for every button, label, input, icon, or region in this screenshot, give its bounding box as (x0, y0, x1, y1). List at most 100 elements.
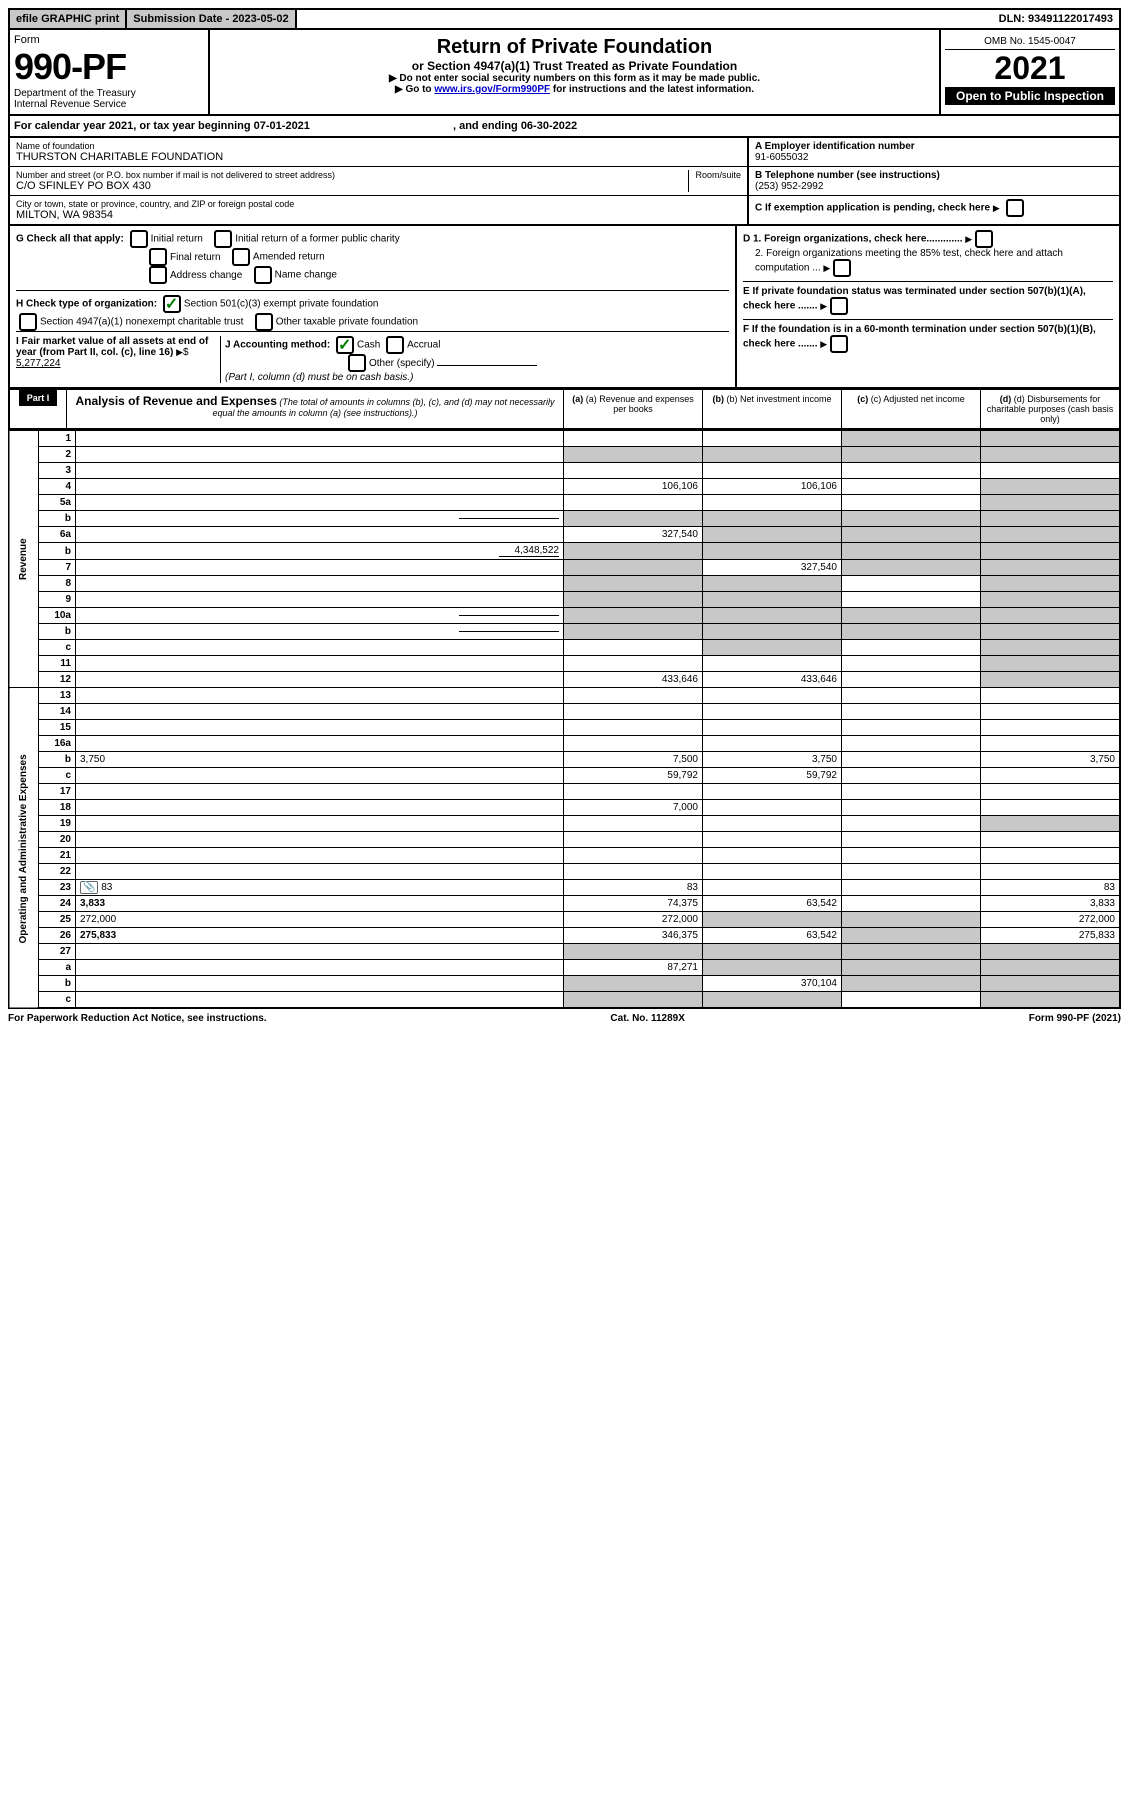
table-row: b370,104 (9, 976, 1120, 992)
row-desc (76, 736, 564, 752)
table-row: 14 (9, 704, 1120, 720)
row-desc (76, 672, 564, 688)
row-desc (76, 560, 564, 576)
header-right: OMB No. 1545-0047 2021 Open to Public In… (941, 30, 1119, 114)
g-amended-checkbox[interactable] (232, 248, 250, 266)
g-opt-2: Final return (170, 252, 221, 263)
cell-a (564, 832, 703, 848)
cell-b (703, 511, 842, 527)
table-row: 7327,540 (9, 560, 1120, 576)
cell-c (842, 672, 981, 688)
cell-b (703, 880, 842, 896)
e-checkbox[interactable] (830, 297, 848, 315)
cell-d (981, 784, 1121, 800)
col-b-text: (b) Net investment income (726, 394, 831, 404)
row-desc: 3,750 (76, 752, 564, 768)
table-row: 8 (9, 576, 1120, 592)
cell-c (842, 928, 981, 944)
part-title: Analysis of Revenue and Expenses (75, 394, 276, 408)
g-final-checkbox[interactable] (149, 248, 167, 266)
cell-d: 3,833 (981, 896, 1121, 912)
cell-a (564, 624, 703, 640)
h-other-checkbox[interactable] (255, 313, 273, 331)
row-number: 24 (39, 896, 76, 912)
h-501c3-checkbox[interactable] (163, 295, 181, 313)
g-name-checkbox[interactable] (254, 266, 272, 284)
cell-a (564, 992, 703, 1009)
table-row: 26275,833346,37563,542275,833 (9, 928, 1120, 944)
row-number: 25 (39, 912, 76, 928)
row-desc (76, 511, 564, 527)
cell-a: 346,375 (564, 928, 703, 944)
table-row: b (9, 511, 1120, 527)
row-desc (76, 479, 564, 495)
g-address-checkbox[interactable] (149, 266, 167, 284)
cell-d (981, 704, 1121, 720)
cell-d (981, 447, 1121, 463)
col-b: (b) (b) Net investment income (703, 390, 842, 428)
row-number: c (39, 768, 76, 784)
j-accrual-checkbox[interactable] (386, 336, 404, 354)
row-number: 4 (39, 479, 76, 495)
cell-b (703, 656, 842, 672)
j-other-checkbox[interactable] (348, 354, 366, 372)
cell-c (842, 976, 981, 992)
cell-b (703, 463, 842, 479)
cell-b (703, 960, 842, 976)
table-row: 6a327,540 (9, 527, 1120, 543)
g-initial-checkbox[interactable] (130, 230, 148, 248)
cell-b (703, 495, 842, 511)
cell-d (981, 463, 1121, 479)
table-row: b (9, 624, 1120, 640)
table-row: 5a (9, 495, 1120, 511)
row-desc (76, 800, 564, 816)
cell-c (842, 768, 981, 784)
h-4947-checkbox[interactable] (19, 313, 37, 331)
c-checkbox[interactable] (1006, 199, 1024, 217)
d1-label: D 1. Foreign organizations, check here..… (743, 234, 963, 245)
cell-c (842, 640, 981, 656)
cell-b (703, 832, 842, 848)
row-desc (76, 704, 564, 720)
d2-checkbox[interactable] (833, 259, 851, 277)
cell-c (842, 784, 981, 800)
j-cash: Cash (357, 340, 380, 351)
table-row: 10a (9, 608, 1120, 624)
table-row: 12433,646433,646 (9, 672, 1120, 688)
row-number: 3 (39, 463, 76, 479)
j-cash-checkbox[interactable] (336, 336, 354, 354)
table-row: Revenue1 (9, 431, 1120, 447)
cell-c (842, 912, 981, 928)
row-number: b (39, 976, 76, 992)
cell-a: 7,500 (564, 752, 703, 768)
cell-d (981, 768, 1121, 784)
cell-c (842, 800, 981, 816)
cell-d (981, 592, 1121, 608)
cell-d (981, 527, 1121, 543)
row-number: 2 (39, 447, 76, 463)
form-link[interactable]: www.irs.gov/Form990PF (434, 84, 550, 95)
cell-c (842, 944, 981, 960)
cell-d (981, 848, 1121, 864)
d1-checkbox[interactable] (975, 230, 993, 248)
cell-d (981, 720, 1121, 736)
cell-b (703, 864, 842, 880)
dept: Department of the Treasury (14, 88, 204, 99)
cell-a: 106,106 (564, 479, 703, 495)
cell-b (703, 816, 842, 832)
cell-b: 59,792 (703, 768, 842, 784)
row-desc: 3,833 (76, 896, 564, 912)
cell-d: 83 (981, 880, 1121, 896)
table-row: 27 (9, 944, 1120, 960)
table-row: 4106,106106,106 (9, 479, 1120, 495)
row-number: 10a (39, 608, 76, 624)
row-number: 20 (39, 832, 76, 848)
row-number: 15 (39, 720, 76, 736)
g-former-checkbox[interactable] (214, 230, 232, 248)
f-checkbox[interactable] (830, 335, 848, 353)
col-c: (c) (c) Adjusted net income (842, 390, 981, 428)
phone-label: B Telephone number (see instructions) (755, 170, 1113, 181)
row-number: 5a (39, 495, 76, 511)
attachment-icon[interactable]: 📎 (80, 881, 98, 894)
info-section: Name of foundation THURSTON CHARITABLE F… (8, 138, 1121, 226)
